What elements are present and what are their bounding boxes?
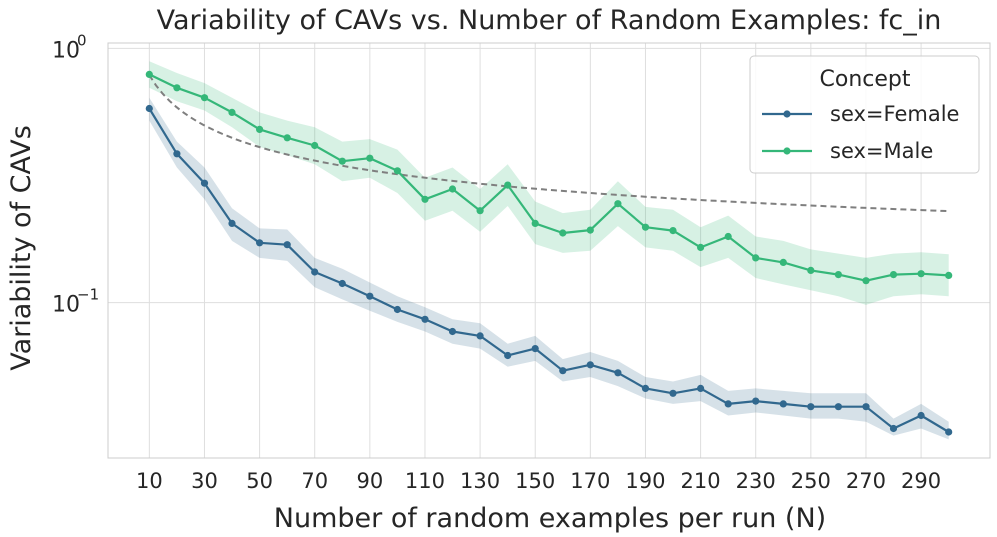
data-point-sex-male <box>366 154 374 162</box>
data-point-sex-male <box>504 181 512 189</box>
x-tick-label: 110 <box>405 469 445 493</box>
data-point-sex-female <box>724 400 732 408</box>
x-tick-label: 270 <box>846 469 886 493</box>
data-point-sex-male <box>145 70 153 78</box>
x-tick-label: 50 <box>246 469 273 493</box>
data-point-sex-male <box>862 277 870 285</box>
chart-title: Variability of CAVs vs. Number of Random… <box>157 5 942 36</box>
y-tick-base: 10 <box>52 38 80 63</box>
data-point-sex-female <box>476 332 484 340</box>
data-point-sex-female <box>834 403 843 411</box>
x-tick-label: 190 <box>625 469 665 493</box>
data-point-sex-male <box>669 227 677 235</box>
y-tick-label: 10−1 <box>52 286 99 318</box>
data-point-sex-female <box>586 361 594 369</box>
data-point-sex-female <box>917 411 925 420</box>
x-tick-label: 10 <box>136 469 163 493</box>
data-point-sex-male <box>311 141 319 150</box>
data-point-sex-female <box>338 279 346 288</box>
data-point-sex-male <box>448 185 457 193</box>
data-point-sex-female <box>779 400 787 408</box>
data-point-sex-male <box>228 108 236 116</box>
data-point-sex-female <box>531 345 539 353</box>
data-point-sex-male <box>393 167 401 175</box>
data-point-sex-female <box>669 389 677 397</box>
series-line-sex-female <box>148 107 950 433</box>
x-tick-label: 230 <box>736 469 776 493</box>
plot-frame <box>107 42 991 459</box>
x-tick-label: 210 <box>681 469 721 493</box>
x-tick-label: 90 <box>356 469 383 493</box>
y-tick-exponent: −1 <box>77 286 99 304</box>
legend-label-male: sex=Male <box>830 139 933 163</box>
legend-marker-female <box>783 110 791 118</box>
x-tick-label: 70 <box>301 469 328 493</box>
y-tick-base: 10 <box>52 293 80 318</box>
data-point-sex-female <box>889 424 898 433</box>
data-point-sex-female <box>256 239 264 247</box>
legend: Concept sex=Female sex=Male <box>749 55 980 174</box>
data-point-sex-male <box>173 84 181 92</box>
data-point-sex-male <box>945 271 953 279</box>
confidence-band-sex-male <box>149 61 949 305</box>
data-point-sex-female <box>393 305 401 314</box>
reference-curve <box>148 74 949 213</box>
x-tick-label: 30 <box>191 469 218 493</box>
data-point-sex-male <box>697 243 705 251</box>
data-point-sex-male <box>200 94 209 102</box>
data-point-sex-male <box>421 195 429 203</box>
data-point-sex-female <box>228 219 236 227</box>
data-point-sex-male <box>531 219 539 227</box>
data-point-sex-male <box>917 270 925 278</box>
x-tick-label: 250 <box>791 469 831 493</box>
x-tick-label: 130 <box>460 469 500 493</box>
data-point-sex-female <box>697 384 705 392</box>
legend-label-female: sex=Female <box>830 102 959 126</box>
data-point-sex-male <box>614 200 622 208</box>
y-tick-exponent: 0 <box>77 31 87 49</box>
data-point-sex-male <box>807 266 815 274</box>
data-point-sex-male <box>283 134 291 142</box>
data-point-sex-male <box>752 254 760 262</box>
data-point-sex-male <box>834 271 843 279</box>
legend-title: Concept <box>820 67 911 92</box>
legend-frame <box>749 55 980 174</box>
series-line-sex-male <box>148 73 949 282</box>
data-point-sex-female <box>145 104 153 113</box>
data-point-sex-female <box>807 403 815 411</box>
x-tick-label: 290 <box>901 469 941 493</box>
data-point-sex-female <box>945 428 953 436</box>
data-point-sex-female <box>200 179 209 187</box>
data-point-sex-female <box>504 351 512 360</box>
data-point-sex-male <box>586 226 594 234</box>
data-point-sex-male <box>476 207 484 215</box>
data-point-sex-female <box>559 367 567 375</box>
data-point-sex-male <box>779 258 787 266</box>
data-point-sex-female <box>641 384 650 392</box>
data-point-sex-female <box>421 315 429 323</box>
y-axis-label: Variability of CAVs <box>6 125 37 371</box>
data-point-sex-male <box>724 232 732 241</box>
data-point-sex-female <box>752 397 760 405</box>
x-axis-label: Number of random examples per run (N) <box>274 503 826 534</box>
data-point-sex-male <box>889 271 898 279</box>
data-point-sex-male <box>338 157 346 165</box>
data-point-sex-male <box>256 125 264 133</box>
data-point-sex-female <box>366 292 374 300</box>
data-point-sex-female <box>173 150 181 158</box>
x-tick-label: 150 <box>515 469 555 493</box>
data-point-sex-female <box>614 369 622 377</box>
data-point-sex-female <box>311 268 319 276</box>
legend-marker-male <box>783 147 791 155</box>
data-point-sex-female <box>448 327 457 336</box>
data-point-sex-female <box>283 241 291 249</box>
data-point-sex-male <box>559 229 567 237</box>
x-tick-label: 170 <box>570 469 610 493</box>
data-point-sex-female <box>862 403 870 411</box>
y-tick-label: 100 <box>52 31 87 63</box>
data-point-sex-male <box>641 223 650 231</box>
grid <box>108 43 990 458</box>
